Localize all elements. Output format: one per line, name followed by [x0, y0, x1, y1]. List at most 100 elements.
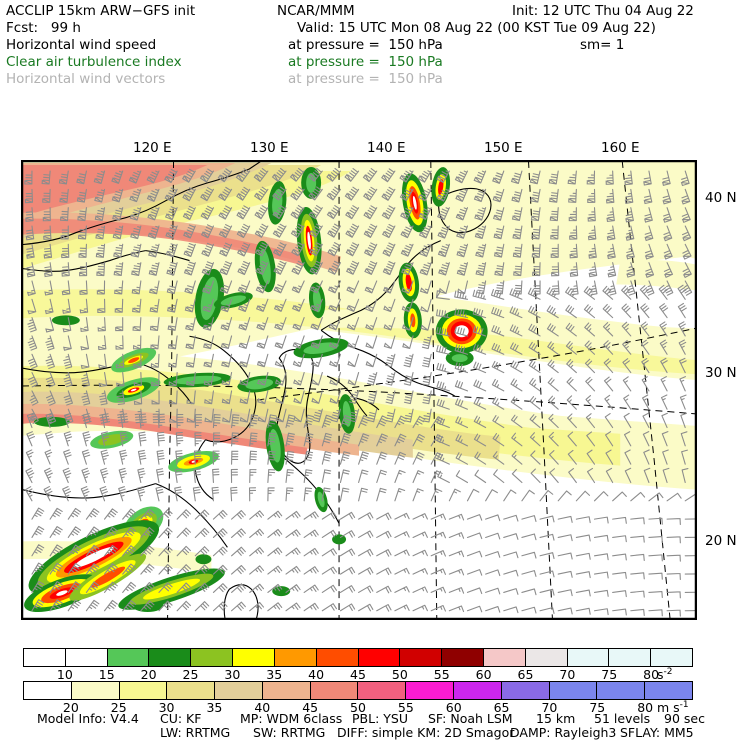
wind-barb [622, 376, 632, 392]
wind-barb [85, 544, 100, 557]
wind-barb [684, 536, 696, 539]
wind-barb [568, 188, 577, 203]
wind-barb [503, 606, 519, 614]
wind-barb [412, 451, 425, 465]
wind-barb [624, 170, 633, 186]
wind-barb [140, 600, 155, 612]
wind-barb [512, 225, 523, 240]
wind-barb [326, 186, 342, 201]
wind-barb [612, 553, 627, 561]
wind-barb [292, 317, 305, 331]
wind-barb [376, 451, 388, 465]
wind-barb [381, 223, 396, 239]
colorbar-cell [525, 649, 568, 666]
wind-barb [26, 280, 36, 296]
wind-barb [231, 546, 246, 557]
wind-barb [584, 358, 596, 374]
wind-barb [394, 604, 410, 612]
wind-barb [293, 390, 305, 404]
wind-barb [99, 390, 108, 406]
colorbar-tick-30: 30 [224, 667, 241, 682]
wind-barb [285, 432, 295, 447]
wind-barb [292, 353, 305, 368]
wind-barb [149, 317, 160, 332]
wind-barb [249, 565, 265, 575]
colorbar-tick-15: 15 [98, 667, 115, 682]
wind-barb [185, 317, 196, 331]
colorbar-tick-65: 65 [493, 700, 510, 715]
wind-barb [549, 207, 559, 222]
wind-barb [185, 353, 196, 368]
colorbar-tick-60: 60 [445, 700, 462, 715]
wind-barb [546, 305, 559, 319]
wind-barb [166, 261, 178, 276]
wind-barb [150, 335, 160, 350]
wind-barb [131, 262, 142, 276]
wind-barb [25, 449, 34, 465]
wind-barb [183, 224, 196, 239]
wind-barb [100, 449, 109, 465]
wind-barb [133, 353, 142, 368]
wind-barb [256, 353, 269, 368]
wind-barb [521, 515, 537, 522]
wind-barb [329, 390, 342, 404]
colorbar-tick-45: 45 [302, 700, 319, 715]
wind-barb [328, 317, 342, 331]
colorbar-cell [442, 649, 484, 666]
wind-barb [176, 564, 191, 575]
wind-barb [236, 223, 251, 239]
wind-barb [606, 207, 615, 223]
wind-barb [557, 570, 573, 578]
wind-barb [95, 225, 106, 240]
wind-barb [567, 170, 577, 185]
wind-barb [623, 394, 632, 410]
wind-barb [42, 188, 51, 203]
wind-barb [272, 186, 287, 201]
wind-barb [485, 569, 501, 577]
wind-barb [364, 298, 378, 312]
wind-barb [45, 317, 55, 333]
wind-barb [148, 262, 160, 276]
wind-barb [530, 450, 541, 465]
wind-barb [231, 414, 240, 429]
wind-barb [249, 510, 265, 520]
wind-barb [569, 243, 578, 259]
model-info-item: DAMP: Rayleigh3 [510, 725, 617, 740]
wind-barb [367, 390, 378, 404]
wind-barb [548, 170, 559, 185]
wind-barb [569, 262, 579, 277]
wind-barb [47, 408, 57, 425]
wind-barb [588, 243, 597, 259]
colorbar-cell [274, 649, 317, 666]
wind-barb [630, 553, 645, 562]
wind-barb [339, 451, 351, 465]
wind-barb [157, 431, 166, 447]
wind-barb [94, 207, 106, 221]
wind-barb [365, 317, 378, 331]
wind-barb [381, 168, 396, 183]
wind-barb [602, 303, 614, 319]
wind-barb [239, 408, 251, 423]
wind-barb [474, 207, 487, 221]
wind-barb [551, 262, 560, 277]
wind-barb [254, 242, 269, 257]
wind-barb [358, 585, 374, 594]
wind-barb [358, 512, 374, 520]
wind-barb [521, 533, 537, 541]
wind-barb [165, 243, 178, 258]
wind-barb [194, 414, 203, 429]
wind-barb [59, 188, 69, 203]
wind-barb [327, 280, 342, 294]
wind-barb [275, 408, 287, 423]
wind-barb [285, 529, 301, 539]
wind-barb [363, 223, 378, 238]
wind-barb [327, 223, 342, 238]
header-pressure-wind-speed: at pressure = 150 hPa [288, 37, 443, 53]
wind-barb [149, 298, 160, 313]
wind-barb [119, 431, 129, 447]
wind-barb [399, 188, 414, 202]
wind-barb [45, 412, 54, 429]
wind-barb [490, 288, 505, 300]
wind-barb [437, 225, 450, 239]
wind-barb [648, 536, 663, 544]
